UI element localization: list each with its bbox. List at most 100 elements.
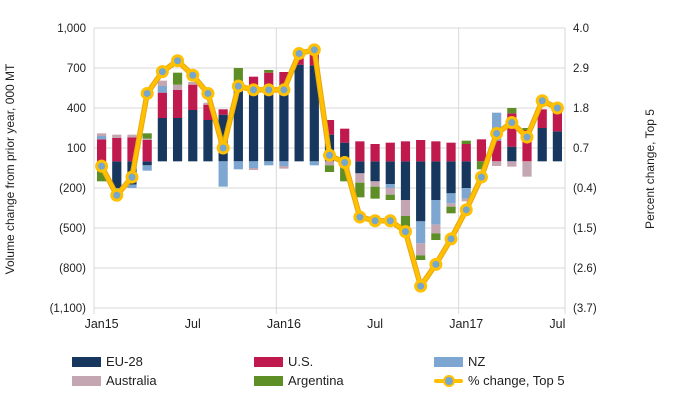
bar-segment-eu-28 [142, 161, 152, 166]
bar-segment-eu-28 [385, 161, 395, 184]
right-axis-tick-label: (3.7) [573, 303, 597, 315]
left-axis-tick-label: 700 [67, 63, 86, 75]
bar-segment-argentina [142, 133, 152, 139]
legend-label: NZ [468, 354, 486, 369]
x-axis-label: Jul [185, 317, 201, 331]
line-marker [383, 214, 397, 228]
left-axis-tick-label: 400 [67, 103, 86, 115]
line-marker [535, 94, 549, 108]
bar-segment-nz [461, 188, 471, 199]
bar-segment-eu-28 [507, 146, 517, 162]
bar-segment-australia [324, 161, 335, 166]
bar-segment-eu-28 [172, 118, 183, 162]
bar-segment-u-s- [96, 139, 107, 162]
bar-segment-u-s- [416, 140, 426, 162]
bar-segment-eu-28 [537, 128, 547, 162]
bar-segment-australia [127, 134, 137, 138]
bar-segment-nz [279, 161, 289, 166]
right-axis-tick-label: 4.0 [573, 23, 589, 35]
bar-segment-australia [188, 82, 198, 85]
line-marker [277, 83, 291, 97]
left-axis-tick-label: 1,000 [57, 23, 86, 35]
chart-legend: EU-28 U.S. NZ Australia Argentina % change, T… [0, 350, 679, 396]
bar-segment-australia [431, 224, 441, 234]
line-marker [444, 232, 458, 246]
bar-segment-nz [142, 165, 152, 171]
line-marker [155, 65, 169, 79]
bar-segment-u-s- [400, 141, 411, 162]
bar-segment-nz [446, 193, 456, 204]
bar-segment-u-s- [264, 72, 274, 85]
bar-segment-eu-28 [400, 161, 411, 200]
bar-segment-australia [370, 181, 380, 187]
bar-segment-australia [142, 138, 152, 140]
bar-segment-u-s- [370, 144, 380, 162]
right-axis-tick-label: 1.8 [573, 103, 589, 115]
line-marker [323, 148, 336, 162]
bar-segment-australia [400, 200, 411, 216]
left-axis-tick-label: (800) [59, 263, 86, 275]
bar-segment-argentina [355, 182, 365, 198]
line-marker [368, 214, 382, 228]
bar-segment-australia [416, 243, 426, 256]
bar-segment-nz [218, 161, 228, 187]
bar-segment-argentina [324, 165, 335, 172]
left-axis-tick-label: (200) [59, 183, 86, 195]
bar-segment-u-s- [476, 139, 487, 162]
line-marker [95, 159, 109, 173]
x-axis-label: Jul [367, 317, 383, 331]
line-marker [292, 46, 306, 60]
line-marker [262, 83, 276, 97]
bar-segment-eu-28 [461, 161, 471, 188]
bar-segment-eu-28 [309, 65, 319, 162]
bar-segment-u-s- [446, 142, 456, 162]
line-marker [216, 141, 230, 155]
bar-segment-eu-28 [370, 161, 380, 182]
legend-swatch [72, 356, 101, 367]
bar-segment-australia [112, 134, 122, 138]
line-marker [186, 68, 200, 82]
bar-segment-nz [431, 200, 441, 225]
bar-segment-australia [96, 133, 107, 136]
line-marker [505, 116, 519, 130]
bar-segment-eu-28 [294, 64, 304, 162]
line-marker [414, 279, 428, 293]
bar-segment-eu-28 [431, 161, 441, 200]
bar-segment-u-s- [142, 140, 152, 162]
line-marker [459, 203, 473, 217]
bar-segment-australia [355, 173, 365, 183]
legend-swatch [254, 356, 283, 367]
bar-segment-u-s- [340, 128, 350, 143]
bar-segment-eu-28 [203, 120, 213, 162]
line-marker [125, 170, 139, 184]
chart-plot-svg: 1,000 4.0 700 2.9 400 1.8 100 0.7 (200) (0.4) (500… [50, 23, 597, 331]
line-marker [398, 225, 412, 239]
bar-segment-u-s- [324, 120, 335, 135]
bar-segment-australia [446, 203, 456, 207]
legend-label: Argentina [288, 373, 344, 388]
bar-segment-u-s- [112, 138, 122, 162]
bar-segment-eu-28 [279, 84, 289, 162]
bar-segment-argentina [400, 216, 411, 231]
bar-segment-australia [172, 84, 183, 90]
left-axis-tick-label: (500) [59, 223, 86, 235]
line-marker [201, 86, 215, 100]
legend-swatch [434, 356, 463, 367]
line-marker [550, 101, 564, 115]
bar-segment-u-s- [355, 141, 365, 162]
right-axis-tick-label: (0.4) [573, 183, 597, 195]
bar-segment-u-s- [507, 113, 517, 147]
bar-segment-eu-28 [355, 161, 365, 174]
bar-segment-argentina [370, 186, 380, 199]
bar-segment-australia [385, 188, 395, 195]
right-axis-tick-label: (2.6) [573, 263, 597, 275]
legend-swatch [254, 375, 283, 386]
legend-swatch [72, 375, 101, 386]
bar-segment-eu-28 [264, 84, 274, 162]
bar-segment-eu-28 [416, 161, 426, 222]
bar-segment-nz [416, 221, 426, 244]
bar-segment-argentina [522, 128, 532, 130]
bar-segment-argentina [264, 70, 274, 73]
legend-item-australia: Australia [72, 371, 157, 390]
bar-segment-nz [248, 161, 259, 168]
